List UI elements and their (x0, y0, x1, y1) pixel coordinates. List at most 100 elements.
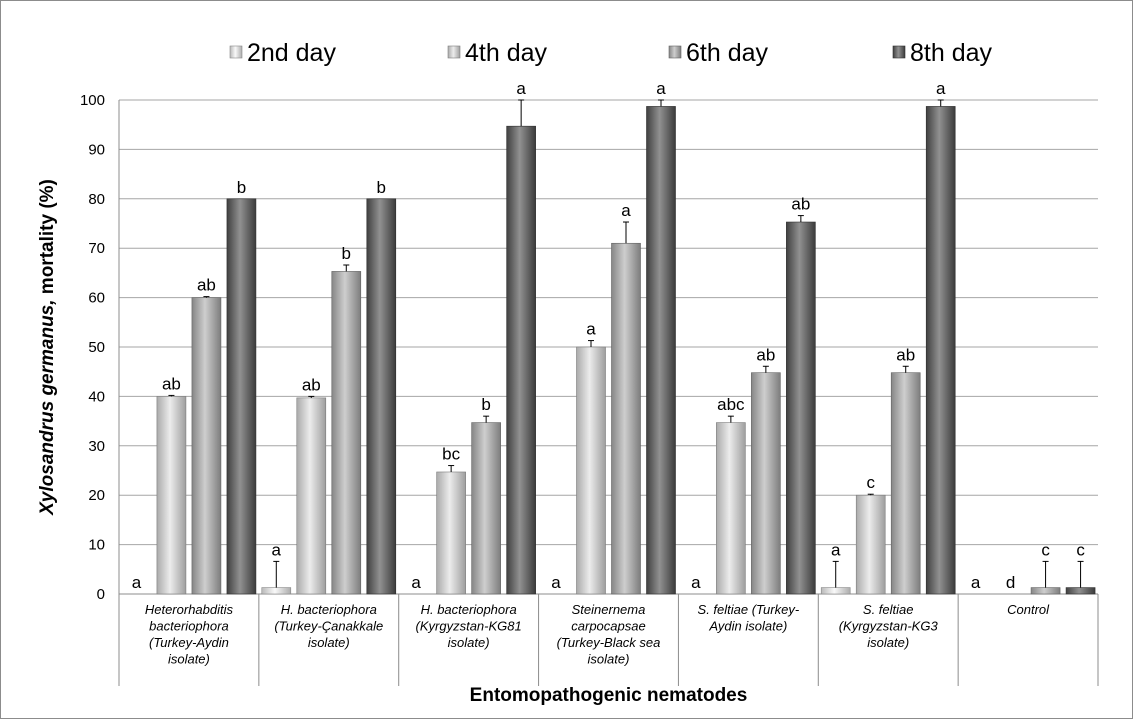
bar-8th-day (226, 198, 257, 595)
bar-4th-day (855, 494, 886, 595)
bar-8th-day (506, 125, 536, 595)
bar-8th-day (925, 106, 956, 595)
legend-swatch (229, 45, 243, 59)
significance-letter: ab (197, 276, 216, 295)
legend-swatch (668, 45, 682, 59)
category-label: S. feltiae (Turkey- Aydin isolate) (698, 602, 800, 634)
bar-8th-day (366, 198, 397, 595)
significance-letter: a (831, 540, 841, 559)
bar-4th-day (576, 346, 606, 595)
significance-letter: ab (162, 374, 181, 393)
significance-letter: ab (896, 345, 915, 364)
significance-letter: c (1041, 540, 1050, 559)
category-label-line: (Turkey-Aydin (149, 635, 229, 650)
significance-letter: a (656, 79, 666, 98)
significance-letter: ab (791, 195, 810, 214)
category-label-line: S. feltiae (863, 602, 914, 617)
bar-6th-day (751, 372, 781, 595)
significance-letter: a (621, 201, 631, 220)
significance-letter: b (342, 244, 351, 263)
bar-6th-day (1030, 587, 1061, 595)
legend-label: 8th day (910, 39, 993, 67)
bar-4th-day (436, 471, 466, 595)
significance-letter: a (971, 573, 981, 592)
bar-6th-day (890, 372, 921, 595)
category-label-line: isolate) (448, 635, 490, 650)
y-tick-label: 0 (97, 586, 105, 603)
x-axis-title: Entomopathogenic nematodes (470, 685, 748, 706)
category-label-line: isolate) (588, 652, 630, 667)
category-label-line: (Turkey-Black sea (557, 635, 661, 650)
bar-4th-day (716, 422, 746, 595)
category-label-line: isolate) (308, 635, 350, 650)
category-label: H. bacteriophora (Kyrgyzstan-KG81 isolate) (416, 602, 522, 650)
y-tick-label: 50 (88, 339, 105, 356)
y-tick-label: 100 (80, 92, 105, 109)
legend-swatch (447, 45, 461, 59)
category-label-line: Aydin isolate) (708, 619, 787, 634)
significance-letter: a (691, 573, 701, 592)
bar-6th-day (331, 271, 362, 595)
category-label: Control (1007, 602, 1050, 617)
category-label-line: carpocapsae (571, 619, 645, 634)
y-tick-label: 70 (88, 240, 105, 257)
bar-6th-day (471, 422, 501, 595)
significance-letter: a (132, 573, 142, 592)
category-label-line: Control (1007, 602, 1050, 617)
category-label-line: bacteriophora (149, 619, 229, 634)
bar-2nd-day (820, 587, 851, 595)
significance-letter: d (1006, 573, 1015, 592)
significance-letter: b (237, 178, 246, 197)
significance-letter: a (516, 79, 526, 98)
y-tick-label: 20 (88, 487, 105, 504)
significance-letter: c (1076, 540, 1085, 559)
category-label: H. bacteriophora (Turkey-Çanakkale isolate… (274, 602, 383, 650)
bar-8th-day (786, 221, 816, 595)
category-label-line: (Kyrgyzstan-KG3 (839, 619, 939, 634)
bar-2nd-day (261, 587, 292, 595)
y-tick-label: 40 (88, 388, 105, 405)
significance-letter: ab (756, 345, 775, 364)
legend-label: 4th day (465, 39, 548, 67)
significance-letter: b (377, 178, 386, 197)
category-label: Heterorhabditis bacteriophora (Turkey-Aydi… (145, 602, 234, 667)
category-label-line: (Kyrgyzstan-KG81 (416, 619, 522, 634)
category-label-line: H. bacteriophora (281, 602, 377, 617)
significance-letter: ab (302, 375, 321, 394)
significance-letter: a (586, 320, 596, 339)
category-label: S. feltiae (Kyrgyzstan-KG3 isolate) (839, 602, 939, 650)
category-label-line: (Turkey-Çanakkale (274, 619, 383, 634)
y-tick-label: 30 (88, 438, 105, 455)
legend-swatch (892, 45, 906, 59)
category-label-line: Steinernema (572, 602, 646, 617)
significance-letter: a (936, 79, 946, 98)
significance-letter: a (411, 573, 421, 592)
bar-8th-day (646, 106, 676, 595)
y-axis-title-italic: Xylosandrus germanus, (37, 299, 58, 515)
y-axis-title-rest: mortality (%) (37, 179, 58, 299)
bar-4th-day (296, 397, 327, 595)
category-label-line: isolate) (168, 652, 210, 667)
y-tick-label: 10 (88, 537, 105, 554)
category-label: Steinernema carpocapsae (Turkey-Black sea i… (557, 602, 661, 667)
significance-letter: bc (442, 445, 460, 464)
legend-label: 2nd day (247, 39, 336, 67)
significance-letter: a (551, 573, 561, 592)
y-tick-label: 80 (88, 191, 105, 208)
significance-letter: b (481, 395, 490, 414)
y-axis-title: Xylosandrus germanus, mortality (%) (37, 179, 58, 516)
bar-6th-day (191, 297, 222, 595)
category-label-line: S. feltiae (Turkey- (698, 602, 800, 617)
significance-letter: a (272, 540, 282, 559)
legend-label: 6th day (686, 39, 769, 67)
category-label-line: Heterorhabditis (145, 602, 234, 617)
bar-8th-day (1065, 587, 1096, 595)
bar-6th-day (611, 242, 641, 595)
category-label-line: H. bacteriophora (421, 602, 517, 617)
significance-letter: c (866, 473, 875, 492)
bar-4th-day (156, 396, 187, 595)
category-label-line: isolate) (867, 635, 909, 650)
y-tick-label: 90 (88, 141, 105, 158)
